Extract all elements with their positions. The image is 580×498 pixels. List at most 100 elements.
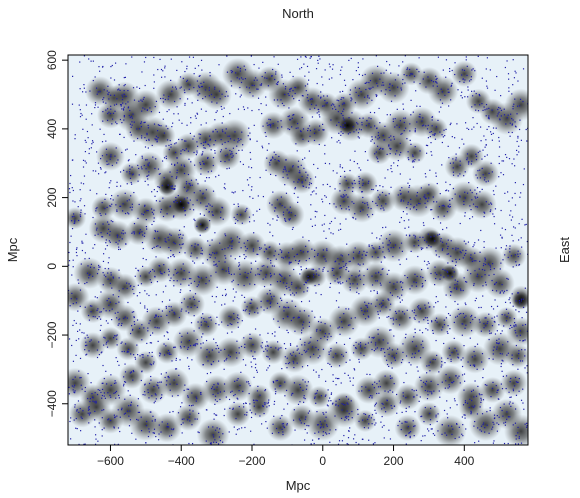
galaxy-point xyxy=(118,277,120,279)
galaxy-point xyxy=(265,345,267,347)
galaxy-point xyxy=(344,122,346,124)
galaxy-point xyxy=(323,335,326,338)
galaxy-point xyxy=(343,108,345,110)
galaxy-point xyxy=(349,337,351,340)
galaxy-point xyxy=(491,139,493,141)
galaxy-point xyxy=(74,406,76,408)
galaxy-point xyxy=(366,251,368,254)
galaxy-point xyxy=(107,278,109,280)
galaxy-point xyxy=(101,409,103,411)
galaxy-point xyxy=(199,137,201,139)
galaxy-point xyxy=(394,359,396,361)
galaxy-point xyxy=(225,257,227,259)
galaxy-point xyxy=(368,244,370,246)
galaxy-point xyxy=(360,352,362,354)
galaxy-point xyxy=(519,334,521,336)
galaxy-point xyxy=(155,394,157,396)
galaxy-point xyxy=(371,414,374,416)
galaxy-point xyxy=(299,260,301,262)
galaxy-point xyxy=(418,116,420,118)
galaxy-point xyxy=(265,276,267,278)
galaxy-point xyxy=(377,386,380,388)
galaxy-point xyxy=(188,56,191,58)
galaxy-point xyxy=(227,267,230,269)
galaxy-point xyxy=(374,409,376,411)
galaxy-point xyxy=(210,372,212,374)
galaxy-point xyxy=(328,63,331,65)
galaxy-point xyxy=(352,257,355,259)
galaxy-point xyxy=(505,308,508,310)
galaxy-point xyxy=(122,96,124,98)
galaxy-point xyxy=(517,135,519,138)
galaxy-point xyxy=(186,190,188,192)
galaxy-point xyxy=(434,406,436,408)
galaxy-point xyxy=(434,284,436,286)
galaxy-point xyxy=(433,201,435,203)
galaxy-point xyxy=(303,167,305,169)
galaxy-point xyxy=(509,214,511,216)
galaxy-point xyxy=(105,102,107,104)
galaxy-point xyxy=(517,292,520,294)
galaxy-point xyxy=(383,424,385,427)
galaxy-point xyxy=(322,268,324,270)
dark-spot-3 xyxy=(338,116,357,135)
galaxy-point xyxy=(450,85,452,87)
galaxy-point xyxy=(488,357,490,360)
galaxy-point xyxy=(314,224,316,226)
galaxy-point xyxy=(411,285,413,287)
galaxy-point xyxy=(146,310,148,313)
galaxy-point xyxy=(509,401,511,403)
galaxy-point xyxy=(104,207,106,210)
galaxy-point xyxy=(293,294,295,296)
galaxy-point xyxy=(516,381,518,383)
galaxy-point xyxy=(151,355,153,358)
galaxy-point xyxy=(483,179,486,181)
galaxy-point xyxy=(94,443,97,445)
galaxy-point xyxy=(79,289,82,291)
galaxy-point xyxy=(401,359,404,361)
galaxy-point xyxy=(298,172,300,174)
galaxy-point xyxy=(407,151,409,153)
galaxy-point xyxy=(358,137,360,139)
galaxy-point xyxy=(307,365,309,367)
galaxy-point xyxy=(275,347,277,349)
galaxy-point xyxy=(426,264,428,266)
galaxy-point xyxy=(113,392,115,394)
galaxy-point xyxy=(102,101,104,103)
galaxy-point xyxy=(204,147,206,149)
galaxy-point xyxy=(217,392,219,394)
galaxy-point xyxy=(129,419,132,421)
galaxy-point xyxy=(188,284,190,286)
galaxy-point xyxy=(515,438,517,440)
galaxy-point xyxy=(375,272,377,274)
galaxy-point xyxy=(308,325,310,327)
galaxy-point xyxy=(202,97,204,100)
galaxy-point xyxy=(119,416,121,418)
galaxy-point xyxy=(362,263,364,265)
galaxy-point xyxy=(498,338,500,340)
galaxy-point xyxy=(348,254,350,256)
galaxy-point xyxy=(155,314,157,316)
galaxy-point xyxy=(152,332,154,334)
galaxy-point xyxy=(302,379,304,381)
galaxy-point xyxy=(274,158,276,161)
galaxy-point xyxy=(140,122,142,125)
galaxy-point xyxy=(140,126,143,128)
galaxy-point xyxy=(200,59,203,61)
galaxy-point xyxy=(375,348,377,350)
galaxy-point xyxy=(471,106,473,108)
galaxy-point xyxy=(178,138,180,141)
galaxy-point xyxy=(110,154,112,156)
galaxy-point xyxy=(213,338,215,340)
galaxy-point xyxy=(430,428,432,430)
galaxy-point xyxy=(230,80,232,82)
galaxy-point xyxy=(115,204,117,206)
galaxy-point xyxy=(252,95,254,97)
galaxy-point xyxy=(150,364,153,366)
galaxy-point xyxy=(306,290,308,292)
cluster-blob-143 xyxy=(217,304,244,331)
galaxy-point xyxy=(247,272,249,275)
galaxy-point xyxy=(353,131,355,133)
galaxy-point xyxy=(211,239,213,241)
galaxy-point xyxy=(176,169,178,171)
